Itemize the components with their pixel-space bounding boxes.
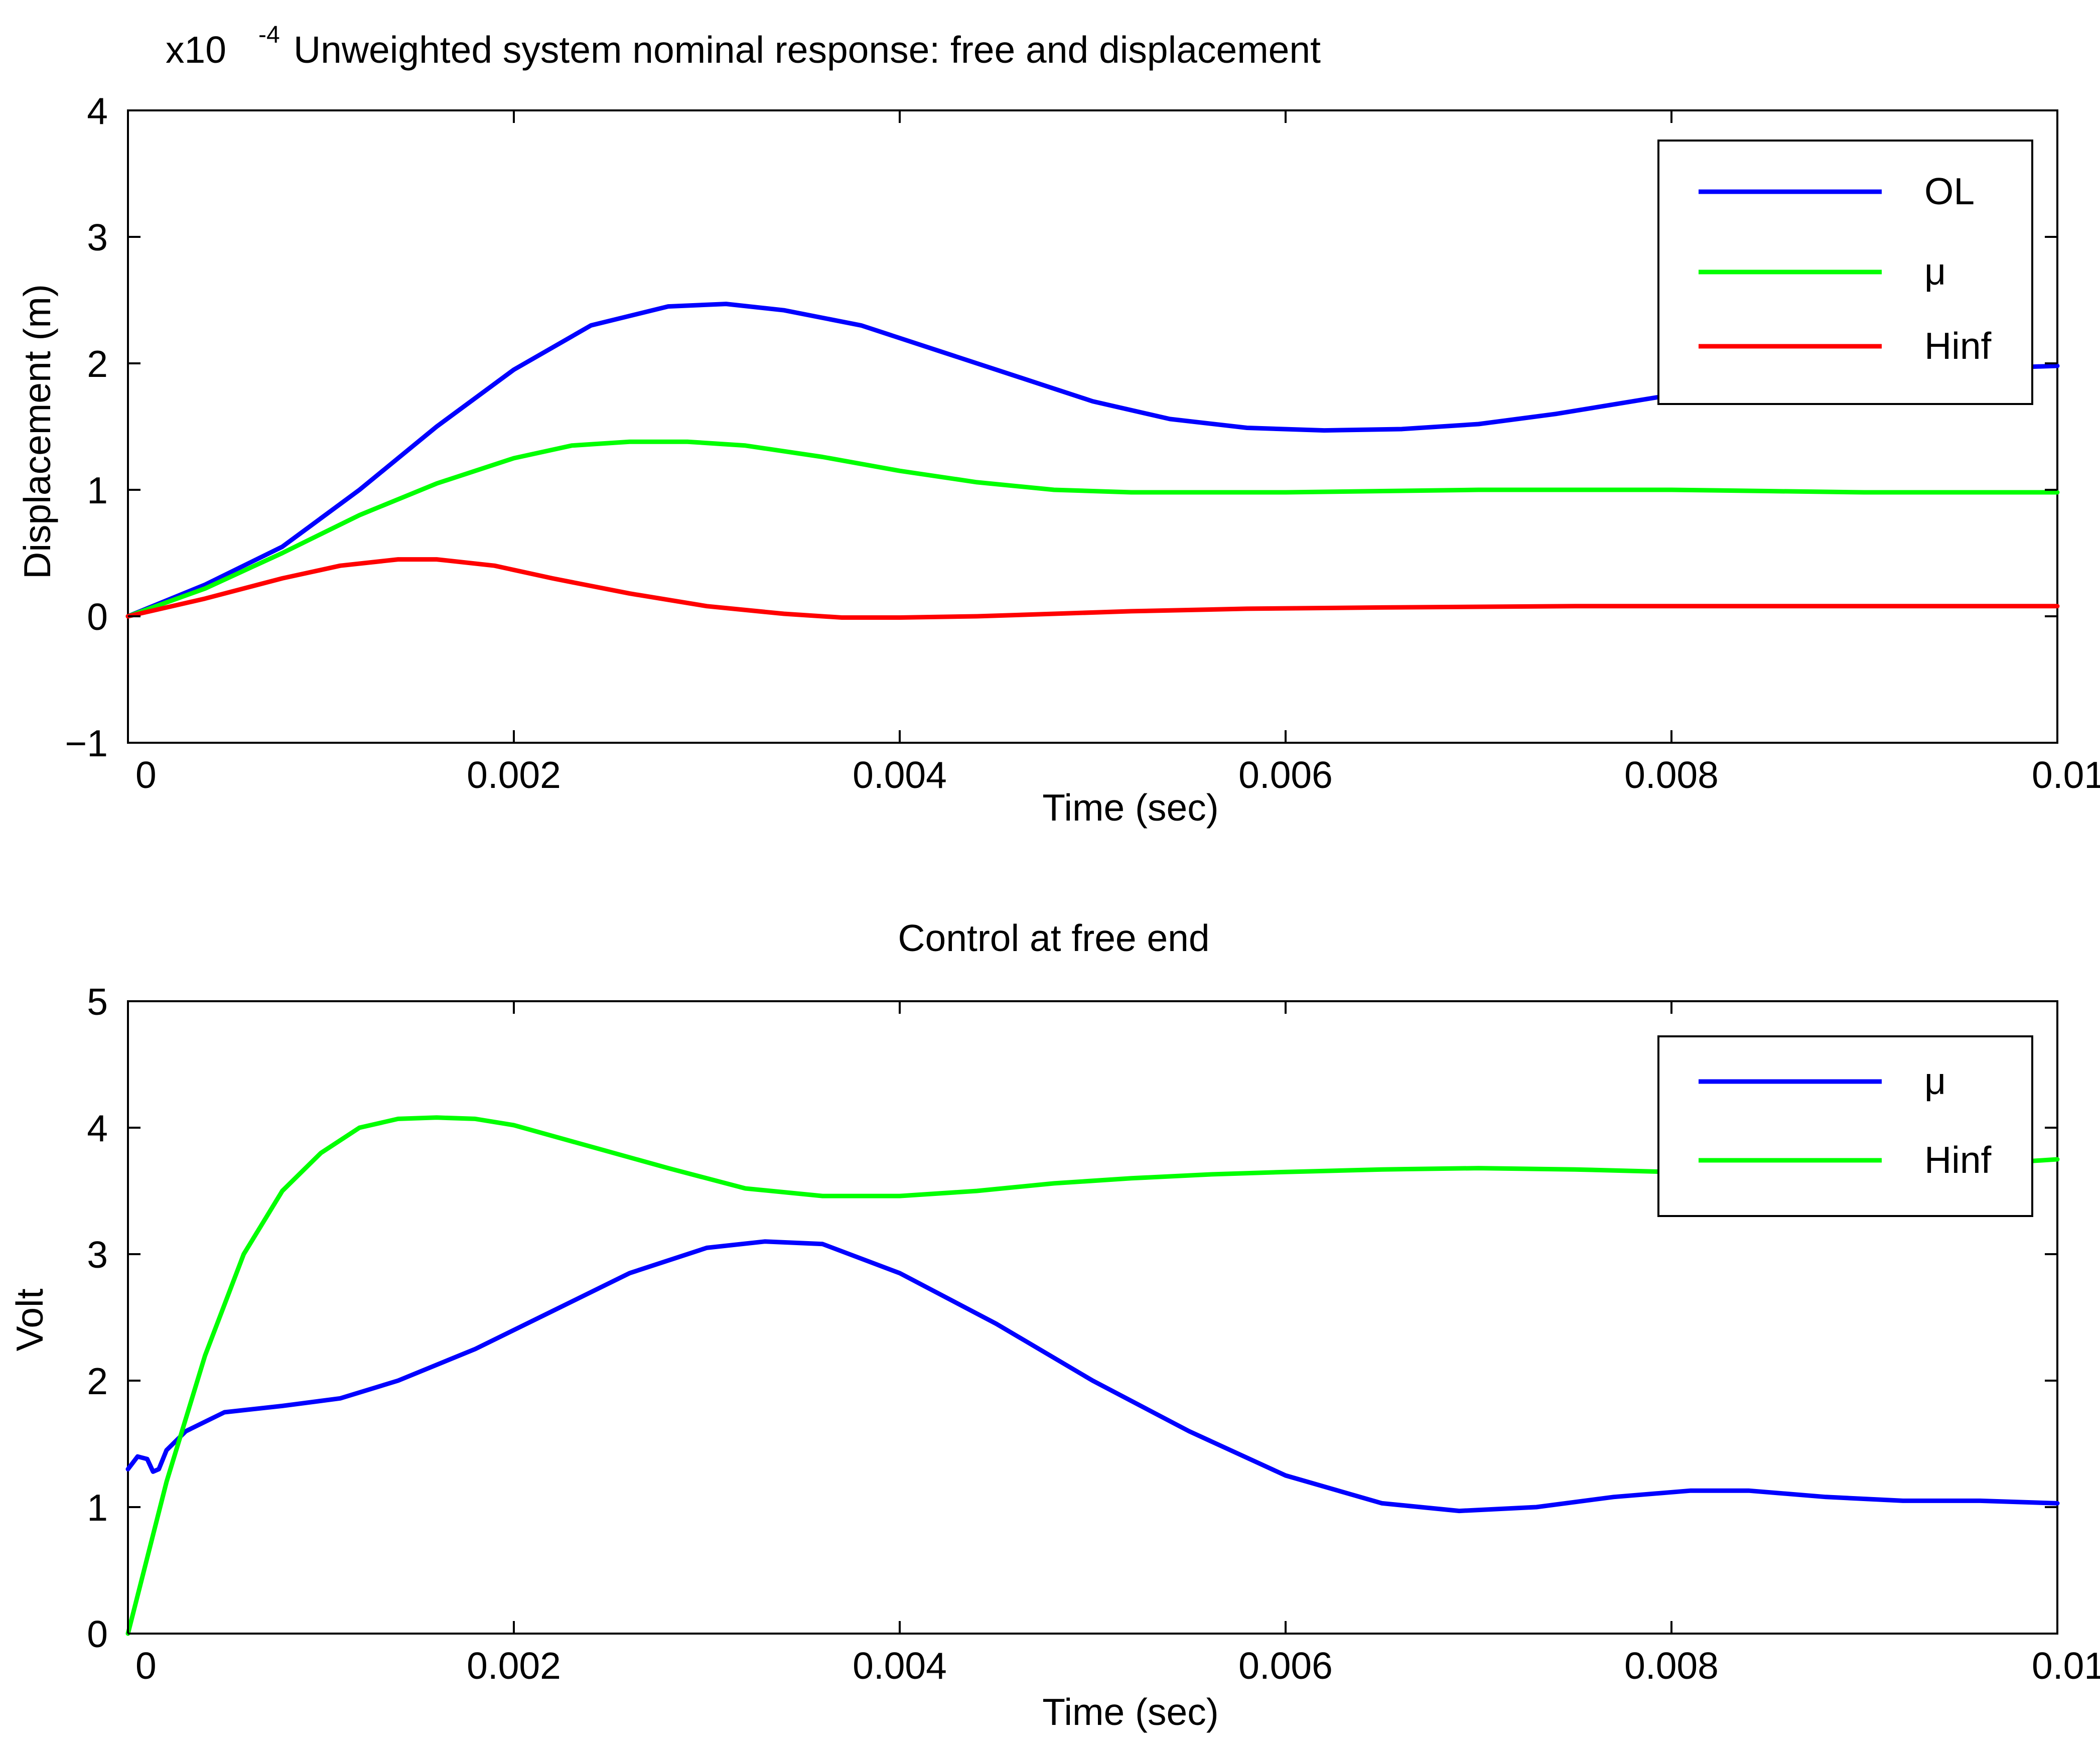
x-tick-label: 0.004 [853, 1645, 947, 1687]
legend-label-mu: μ [1924, 1060, 1946, 1102]
series-line-3 [125, 557, 2060, 620]
x-tick-label: 0.008 [1624, 1645, 1719, 1687]
chart-title: Control at free end [898, 917, 1209, 959]
legend-label-mu: μ [1924, 250, 1946, 293]
x-tick-label: 0.01 [2032, 1645, 2100, 1687]
y-tick-label: 0 [87, 1613, 108, 1655]
x-tick-label: 0 [135, 754, 157, 796]
y-axis-label: Volt [9, 1288, 51, 1351]
legend-label-hinf: Hinf [1924, 1139, 1992, 1181]
y-tick-label: −1 [65, 722, 108, 764]
y-tick-label: 2 [87, 343, 108, 385]
series-line-1 [125, 1239, 2060, 1514]
x-tick-label: 0.008 [1624, 754, 1719, 796]
y-tick-label: 5 [87, 981, 108, 1023]
x-tick-label: 0.002 [467, 1645, 561, 1687]
y-tick-label: 4 [87, 90, 108, 132]
legend-label-ol: OL [1924, 170, 1975, 212]
legend-box [1657, 1035, 2033, 1217]
legend-label-hinf: Hinf [1924, 325, 1992, 367]
y-tick-label: 4 [87, 1107, 108, 1149]
chart-title: Unweighted system nominal response: free… [294, 29, 1321, 71]
x-tick-label: 0 [135, 1645, 157, 1687]
x-axis-label: Time (sec) [1042, 786, 1218, 829]
x-tick-label: 0.006 [1238, 754, 1333, 796]
x-tick-label: 0.006 [1238, 1645, 1333, 1687]
y-tick-label: 1 [87, 1487, 108, 1529]
chart-title-exponent-base: x10 [166, 29, 226, 71]
x-axis-label: Time (sec) [1042, 1691, 1218, 1733]
ticks-layer: 0 0.002 0.004 0.006 0.008 0.01 0 1 2 3 4 5 [87, 981, 2100, 1687]
series-layer [125, 1115, 2060, 1636]
series-line-2 [125, 1115, 2060, 1636]
y-tick-label: 2 [87, 1360, 108, 1402]
x-tick-label: 0.004 [853, 754, 947, 796]
legend: OL μ Hinf [1657, 140, 2033, 405]
y-tick-label: 1 [87, 469, 108, 511]
y-axis-label: Displacement (m) [16, 284, 58, 579]
control-chart: Control at free end 0 0.002 0.004 0.006 0.00… [9, 917, 2100, 1733]
displacement-chart: x10 -4 Unweighted system nominal respons… [16, 22, 2100, 829]
series-line-2 [125, 439, 2060, 619]
ticks-layer: 0 0.002 0.004 0.006 0.008 0.01 −1 0 1 2 3 4 [65, 90, 2100, 796]
x-tick-label: 0.002 [467, 754, 561, 796]
y-tick-label: 3 [87, 216, 108, 258]
x-tick-label: 0.01 [2032, 754, 2100, 796]
chart-title-exponent-power: -4 [258, 22, 280, 48]
y-tick-label: 0 [87, 596, 108, 638]
legend: μ Hinf [1657, 1035, 2033, 1217]
y-tick-label: 3 [87, 1234, 108, 1276]
